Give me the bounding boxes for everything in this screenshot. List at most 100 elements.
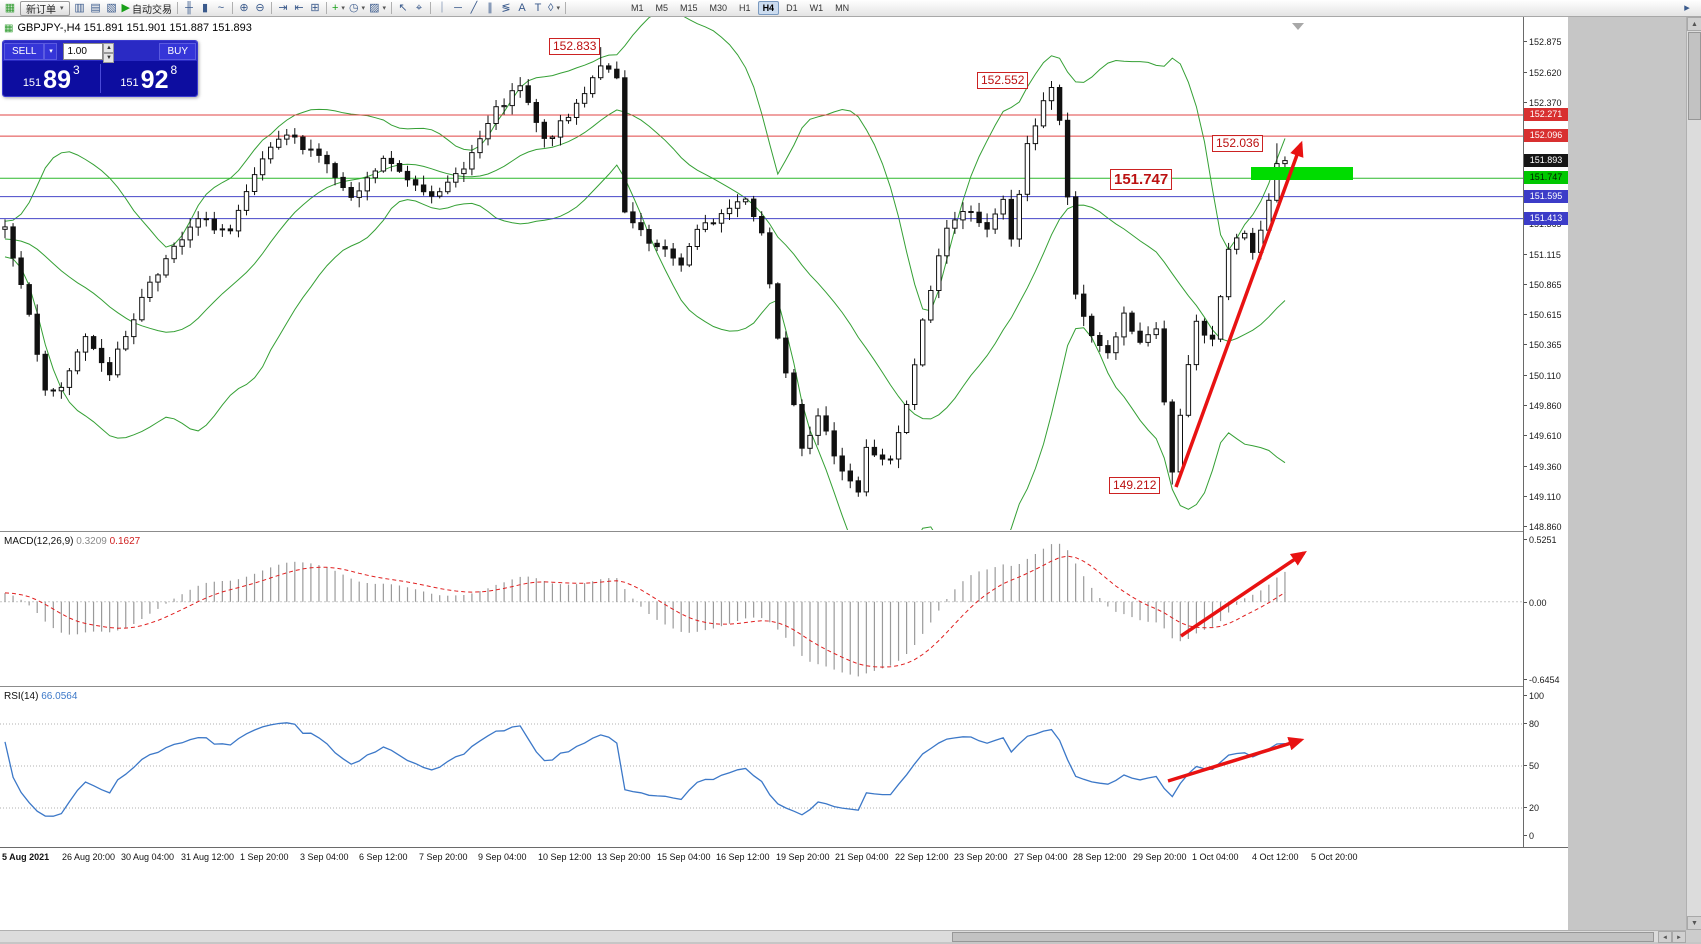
navigator-icon[interactable]: ▧ [106,1,117,14]
line-chart-icon[interactable]: ~ [217,1,225,14]
symbol-ohlc-text: GBPJPY-,H4 151.891 151.901 151.887 151.8… [17,22,252,34]
trendline-icon[interactable]: ╱ [470,1,478,14]
macd-scale-tick: 0.00 [1524,598,1547,608]
arrows-objects-icon[interactable]: ◊ ▾ [548,1,560,14]
time-label: 1 Sep 20:00 [240,852,289,862]
timeframe-H4[interactable]: H4 [757,1,780,15]
time-label: 1 Oct 04:00 [1192,852,1239,862]
time-axis[interactable]: 5 Aug 2021 26 Aug 20:00 30 Aug 04:00 31 Aug… [0,847,1568,868]
text-label-icon[interactable]: T [534,1,542,14]
time-label: 4 Oct 12:00 [1252,852,1299,862]
trend-arrow[interactable] [1167,736,1305,783]
timeframe-M1[interactable]: M1 [630,3,644,13]
autotrading-button[interactable]: ▶ 自动交易 [121,1,172,16]
volume-input[interactable] [63,42,104,60]
toolbar-overflow-icon[interactable]: ▸ [1684,1,1690,14]
volume-up-button[interactable]: ▲ [103,42,115,53]
price-tick: 150.365 [1524,340,1562,350]
timeframe-M15[interactable]: M15 [680,3,698,13]
data-window-icon[interactable]: ▤ [90,1,101,14]
toolbar-separator [325,2,327,14]
timeframe-D1[interactable]: D1 [786,3,798,13]
horizontal-scrollbar[interactable]: ◄ ► [0,930,1686,943]
trend-arrow[interactable] [1180,551,1307,638]
rsi-pane[interactable] [0,688,1523,845]
main-chart-pane[interactable] [0,17,1523,530]
buy-price[interactable]: 151 92 8 [120,63,178,94]
horizontal-line-icon[interactable]: ─ [454,1,462,14]
text-icon[interactable]: A [518,1,526,14]
price-tick: 150.110 [1524,371,1561,381]
scroll-left-button[interactable]: ◄ [1658,931,1672,943]
tile-windows-icon[interactable]: ⊞ [310,1,320,14]
horizontal-scroll-thumb[interactable] [952,932,1654,942]
timeframe-W1[interactable]: W1 [809,3,824,13]
crosshair-icon[interactable]: ⌖ [415,1,423,14]
price-level-tag: 152.271 [1524,108,1568,121]
volume-down-button[interactable]: ▼ [103,52,115,63]
scroll-up-button[interactable]: ▲ [1687,17,1701,31]
new-order-button[interactable]: 新订单 ▾ [20,0,70,16]
time-label: 3 Sep 04:00 [300,852,349,862]
time-label: 5 Oct 20:00 [1311,852,1358,862]
time-label: 31 Aug 12:00 [181,852,235,862]
macd-signal-line [4,555,1286,668]
market-watch-icon[interactable]: ▥ [74,1,85,14]
sell-price[interactable]: 151 89 3 [22,63,80,94]
bollinger-bands [4,17,1286,530]
periods-icon[interactable]: ◷ ▾ [348,1,366,14]
vertical-scroll-thumb[interactable] [1688,32,1701,120]
vertical-line-icon[interactable]: ｜ [436,1,448,14]
rsi-scale-tick: 20 [1523,803,1540,813]
time-label: 10 Sep 12:00 [538,852,592,862]
macd-pane[interactable] [0,533,1523,685]
buy-button[interactable]: BUY [159,42,196,60]
time-label: 22 Sep 12:00 [895,852,949,862]
templates-icon[interactable]: ▨ ▾ [369,1,386,14]
time-label: 30 Aug 04:00 [121,852,175,862]
indicators-icon[interactable]: + ▾ [331,1,345,14]
sell-button[interactable]: SELL [4,42,45,60]
timeframe-H1[interactable]: H1 [739,3,751,13]
price-tick: 150.865 [1524,280,1562,290]
order-type-dropdown[interactable]: ▾ [44,42,58,60]
vertical-scrollbar[interactable]: ▲ ▼ [1686,17,1701,930]
rsi-scale-tick: 50 [1523,761,1540,771]
channel-icon[interactable]: ∥ [487,1,493,14]
timeframe-M5[interactable]: M5 [655,3,669,13]
cursor-icon[interactable]: ↖ [398,1,408,14]
chart-window: ▦ GBPJPY-,H4 151.891 151.901 151.887 151… [0,17,1568,930]
highlight-rectangle[interactable] [1251,167,1353,180]
macd-label: MACD(12,26,9) 0.3209 0.1627 [4,536,141,547]
chart-shift-marker[interactable] [1292,23,1304,30]
scroll-down-button[interactable]: ▼ [1687,916,1701,930]
time-label: 21 Sep 04:00 [835,852,889,862]
zoom-in-icon[interactable]: ⊕ [239,1,249,14]
new-chart-icon[interactable]: ▦ [4,1,16,14]
time-label: 6 Sep 12:00 [359,852,408,862]
trend-arrow[interactable] [1174,140,1304,488]
toolbar-separator [231,2,233,14]
symbol-info: ▦ GBPJPY-,H4 151.891 151.901 151.887 151… [4,22,252,34]
price-tick: 152.370 [1524,98,1562,108]
chart-shift-icon[interactable]: ⇤ [294,1,304,14]
toolbar: ▦ 新订单 ▾ ▥ ▤ ▧ ▶ 自动交易 ╫ ▮ ~ ⊕ ⊖ ⇥ ⇤ ⊞ + ▾ ◷ ▾ ▨ ▾ ↖ ⌖ ｜ ─ ╱ ∥ ≶ A T ◊ ▾… [0,0,1701,17]
timeframe-MN[interactable]: MN [835,3,850,13]
time-label: 26 Aug 20:00 [62,852,116,862]
price-tick: 149.610 [1524,431,1562,441]
timeframe-strip: M1 M5 M15 M30 H1 H4 D1 W1 MN [625,1,855,15]
macd-histogram [4,543,1286,677]
auto-scroll-icon[interactable]: ⇥ [278,1,288,14]
pane-separator[interactable] [0,531,1568,532]
price-level-tag: 151.893 [1524,154,1568,167]
bar-chart-icon[interactable]: ╫ [185,1,193,14]
fibonacci-icon[interactable]: ≶ [501,1,511,14]
rsi-line [4,722,1286,817]
timeframe-M30[interactable]: M30 [709,3,728,13]
pane-separator[interactable] [0,686,1568,687]
scroll-right-button[interactable]: ► [1672,931,1686,943]
zoom-out-icon[interactable]: ⊖ [255,1,265,14]
toolbar-separator [390,2,392,14]
candlestick-chart-icon[interactable]: ▮ [201,1,209,14]
price-scale[interactable]: 152.875152.620152.370152.115151.865151.6… [1523,17,1568,847]
